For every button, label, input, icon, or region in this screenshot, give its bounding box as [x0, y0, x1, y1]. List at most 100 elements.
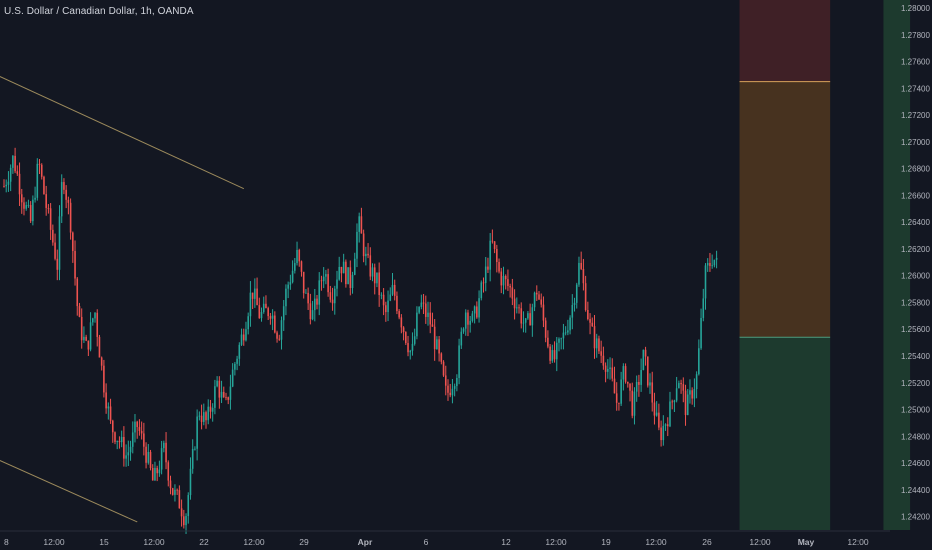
candle-body — [649, 382, 651, 386]
candle-body — [38, 163, 41, 165]
candle-body — [504, 276, 507, 280]
candle-body — [558, 338, 560, 343]
candle-body — [265, 303, 267, 309]
candle-body — [691, 390, 693, 399]
candle-body — [571, 305, 574, 318]
price-tick-label: 1.25200 — [901, 379, 930, 388]
candle-body — [476, 306, 478, 318]
candle-body — [47, 207, 50, 209]
candle-body — [524, 318, 527, 323]
candle-body — [131, 432, 134, 447]
time-tick-label: 8 — [4, 537, 9, 547]
candle-body — [362, 233, 365, 257]
candle-body — [360, 216, 363, 234]
candle-body — [351, 274, 354, 288]
candle-body — [147, 451, 150, 463]
candle-body — [178, 490, 181, 509]
candle-body — [74, 250, 76, 279]
price-tick-label: 1.26800 — [901, 165, 930, 174]
candle-body — [589, 319, 591, 323]
candle-body — [646, 356, 649, 386]
candle-body — [12, 155, 14, 168]
candle-body — [294, 263, 296, 271]
trendline-2 — [0, 460, 138, 523]
candle-body — [236, 358, 238, 364]
time-tick-label: 6 — [424, 537, 429, 547]
candle-body — [704, 265, 707, 299]
candle-body — [398, 311, 400, 318]
candle-body — [176, 489, 178, 491]
candle-body — [544, 320, 547, 338]
candle-body — [151, 467, 154, 481]
candle-body — [569, 317, 571, 331]
candle-body — [96, 312, 99, 337]
time-tick-label: 26 — [702, 537, 712, 547]
candle-body — [578, 262, 580, 285]
candle-body — [262, 303, 265, 313]
candle-body — [365, 253, 367, 257]
candle-body — [280, 320, 283, 340]
candle-body — [689, 390, 691, 395]
candle-body — [413, 336, 416, 344]
candle-body — [29, 205, 32, 222]
candle-body — [595, 338, 598, 349]
candle-body — [427, 312, 429, 317]
candle-body — [123, 436, 125, 459]
candle-body — [156, 467, 158, 474]
candle-body — [105, 392, 107, 409]
candle-body — [36, 163, 39, 198]
candle-body — [43, 176, 45, 195]
candle-body — [462, 328, 465, 332]
candle-body — [318, 280, 321, 305]
candle-body — [267, 308, 269, 317]
candle-body — [274, 315, 276, 333]
candle-body — [673, 400, 676, 403]
candle-body — [103, 365, 105, 393]
candle-body — [200, 415, 203, 422]
candle-body — [693, 389, 696, 399]
candle-body — [320, 280, 323, 282]
candle-body — [89, 322, 92, 350]
time-tick-label: 12:00 — [847, 537, 869, 547]
candle-body — [418, 306, 420, 313]
candle-body — [698, 348, 700, 375]
candle-body — [411, 343, 414, 351]
candle-body — [600, 351, 602, 356]
candle-body — [72, 232, 74, 251]
candle-body — [194, 448, 196, 450]
candle-body — [313, 298, 316, 311]
candle-body — [80, 316, 83, 341]
time-tick-label: 12:00 — [749, 537, 771, 547]
candle-body — [440, 353, 443, 362]
candle-body — [478, 298, 480, 318]
candle-body — [442, 361, 445, 376]
candle-body — [120, 436, 123, 443]
candle-body — [447, 385, 449, 393]
candle-body — [511, 287, 514, 299]
candle-body — [709, 262, 711, 266]
candle-body — [573, 302, 576, 306]
candle-body — [349, 267, 352, 288]
candle-body — [5, 184, 8, 187]
candle-body — [582, 268, 585, 284]
symbol-title: U.S. Dollar / Canadian Dollar, 1h, OANDA — [4, 6, 194, 17]
candle-body — [214, 386, 216, 408]
price-tick-label: 1.28000 — [901, 4, 930, 13]
candle-body — [260, 312, 263, 319]
candle-body — [278, 338, 281, 340]
candle-body — [76, 278, 79, 307]
candle-body — [136, 421, 138, 428]
candle-body — [114, 432, 116, 442]
candles — [3, 147, 718, 534]
candle-body — [542, 304, 545, 321]
candle-body — [653, 402, 656, 416]
candle-body — [622, 366, 625, 380]
candle-body — [134, 421, 136, 433]
candle-body — [227, 397, 230, 400]
trendline-1 — [0, 76, 245, 190]
candle-body — [158, 469, 161, 474]
candle-body — [658, 412, 660, 428]
candle-body — [520, 308, 523, 324]
